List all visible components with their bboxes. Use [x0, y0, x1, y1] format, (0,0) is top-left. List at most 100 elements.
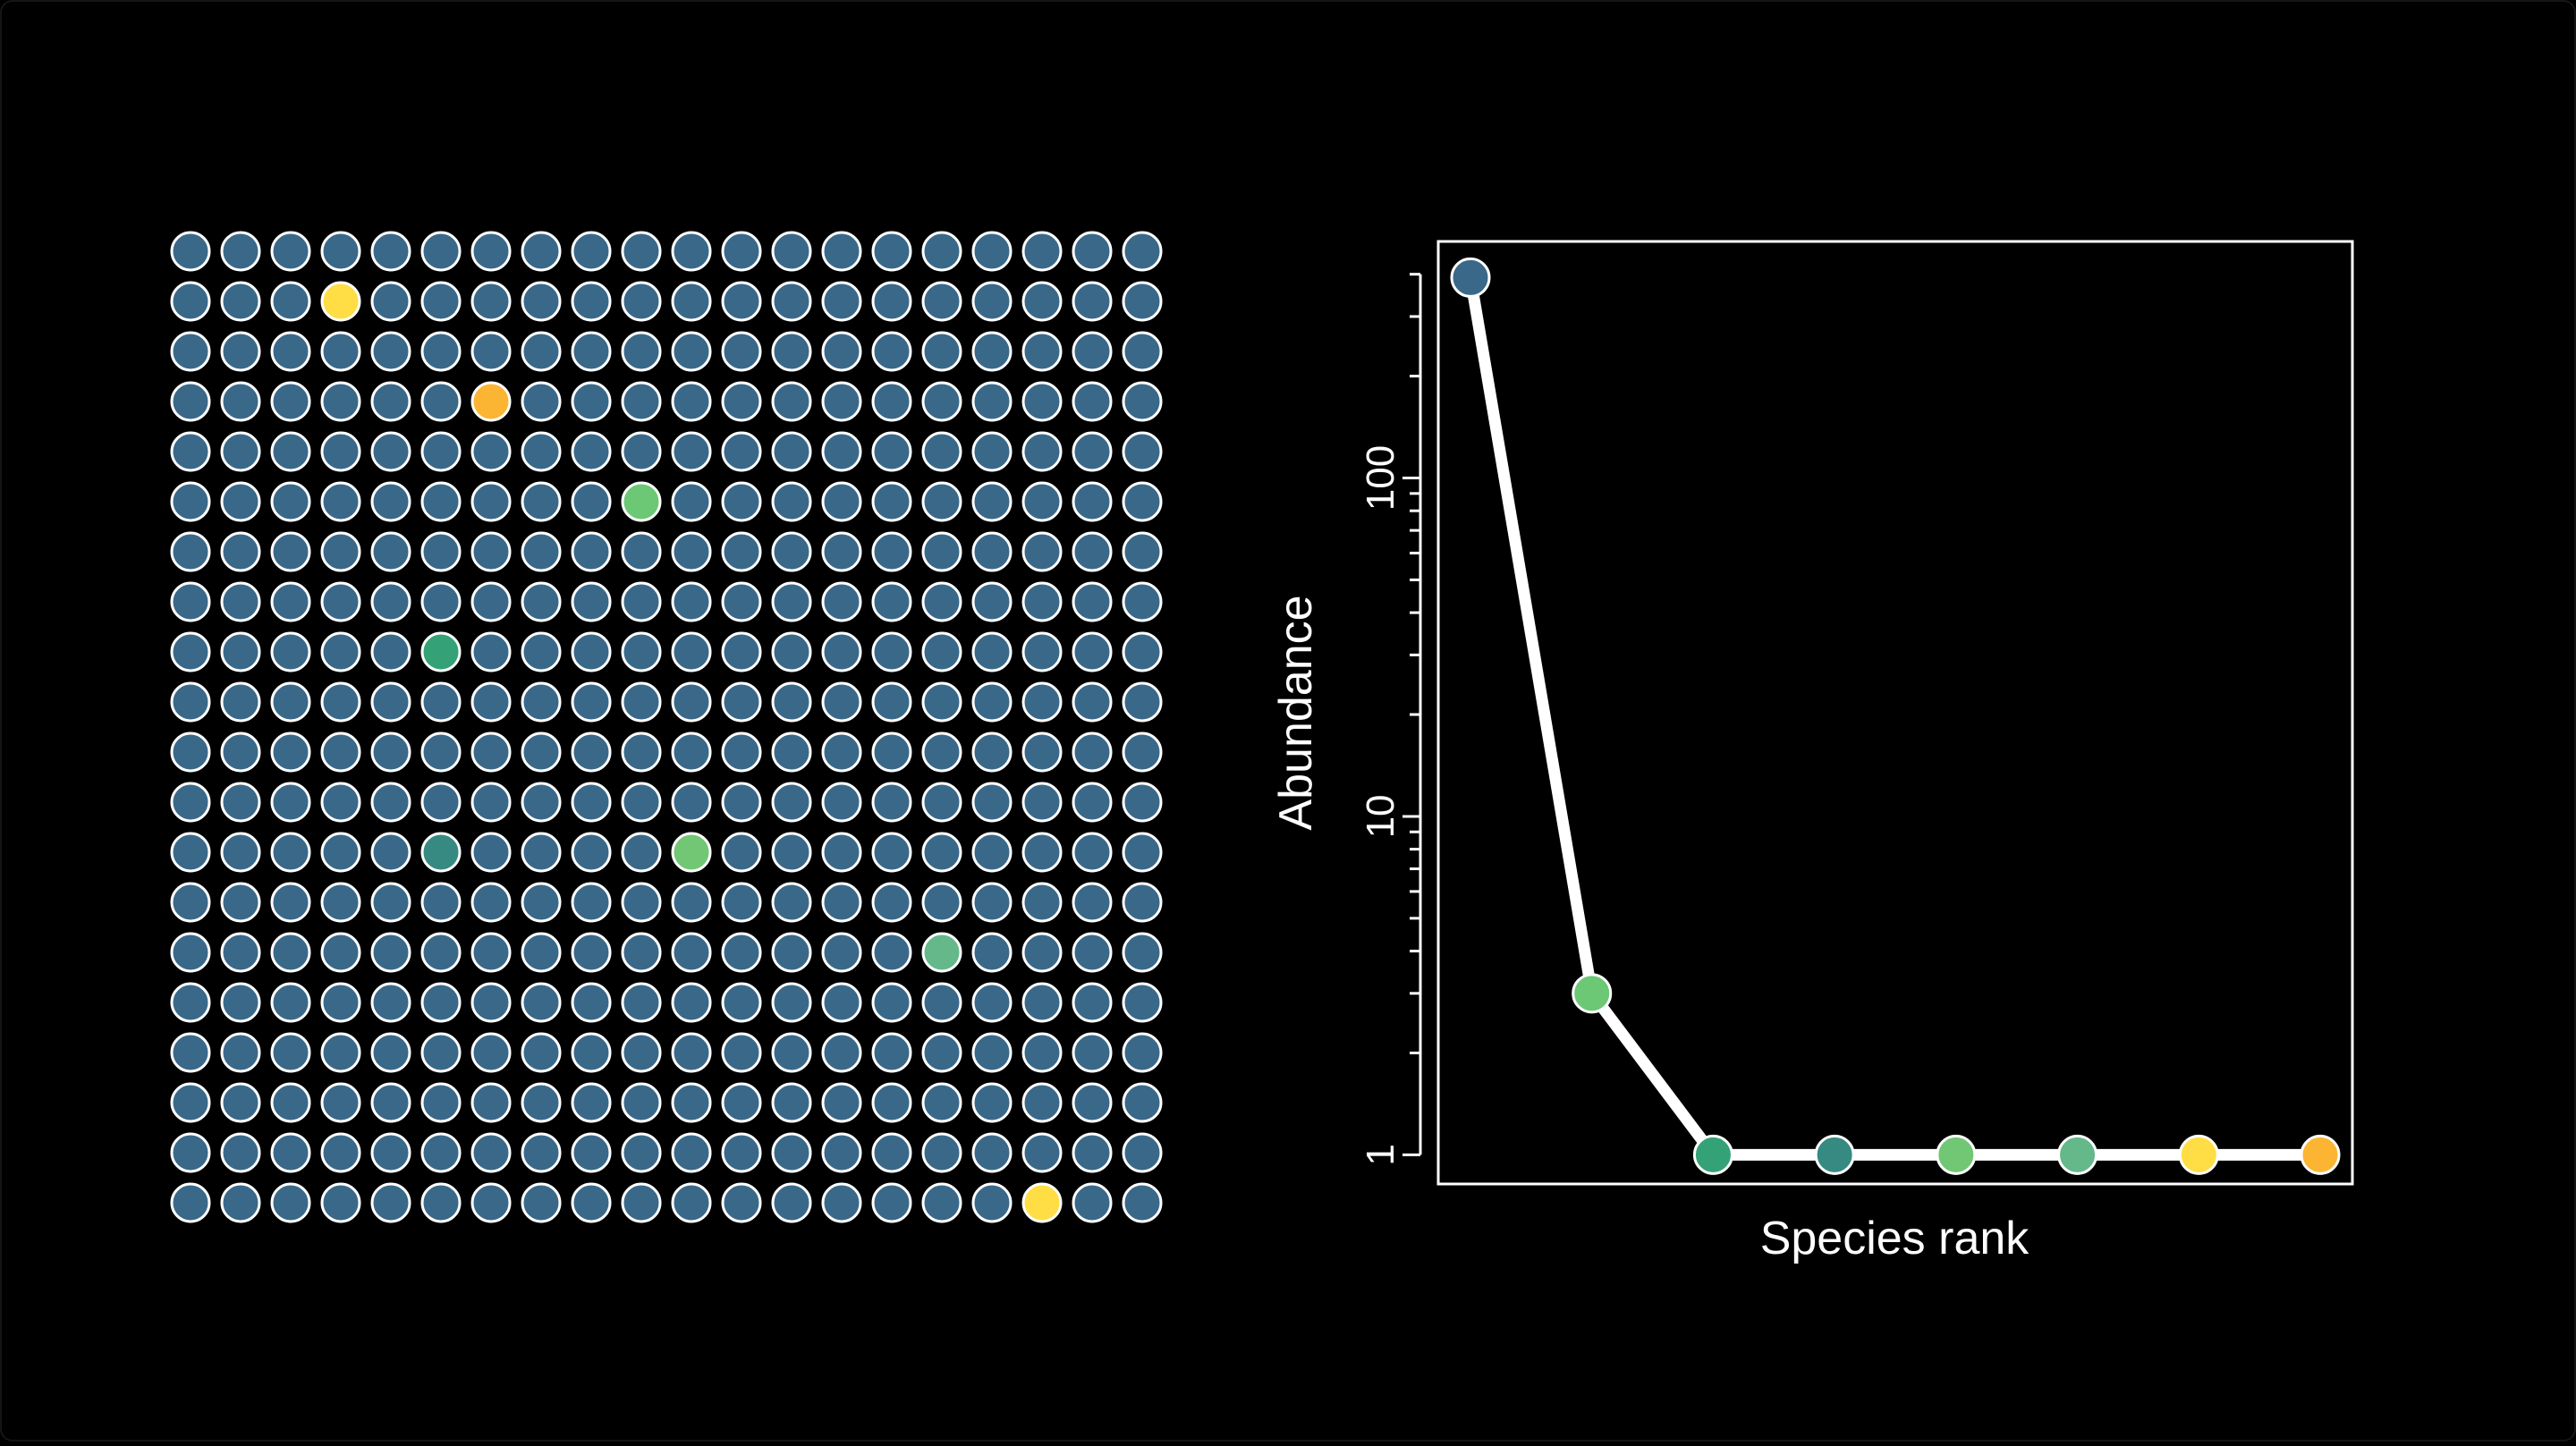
grid-individual	[1072, 281, 1113, 322]
grid-individual	[771, 982, 812, 1023]
grid-individual	[1072, 581, 1113, 622]
grid-individual	[971, 331, 1013, 372]
grid-individual	[821, 1132, 862, 1173]
grid-individual	[170, 681, 211, 723]
grid-individual	[571, 1132, 612, 1173]
grid-individual	[320, 331, 361, 372]
grid-individual	[571, 932, 612, 973]
grid-individual	[771, 932, 812, 973]
grid-individual	[270, 281, 311, 322]
grid-individual	[521, 832, 562, 873]
grid-individual	[721, 1032, 762, 1073]
grid-individual	[821, 782, 862, 823]
grid-individual	[921, 932, 962, 973]
grid-individual	[370, 431, 411, 472]
grid-individual	[621, 1032, 662, 1073]
grid-individual	[771, 581, 812, 622]
grid-individual	[971, 1132, 1013, 1173]
grid-individual	[821, 1182, 862, 1223]
grid-individual	[571, 832, 612, 873]
grid-individual	[220, 731, 261, 773]
grid-individual	[1122, 882, 1163, 923]
grid-individual	[971, 531, 1013, 572]
grid-individual	[370, 932, 411, 973]
grid-individual	[571, 331, 612, 372]
abundance-points	[1450, 257, 2341, 1175]
grid-individual	[821, 531, 862, 572]
grid-individual	[771, 782, 812, 823]
abundance-point	[2178, 1134, 2219, 1175]
grid-individual	[821, 231, 862, 272]
grid-individual	[170, 581, 211, 622]
grid-individual	[521, 231, 562, 272]
grid-individual	[370, 1182, 411, 1223]
grid-individual	[721, 782, 762, 823]
grid-individual	[971, 631, 1013, 672]
grid-individual	[671, 1182, 712, 1223]
grid-individual	[671, 631, 712, 672]
grid-individual	[270, 1182, 311, 1223]
grid-individual	[420, 932, 462, 973]
grid-individual	[671, 1082, 712, 1123]
grid-individual	[871, 832, 912, 873]
grid-individual	[521, 631, 562, 672]
grid-individual	[470, 581, 512, 622]
grid-individual	[721, 481, 762, 522]
grid-individual	[571, 731, 612, 773]
grid-individual	[921, 231, 962, 272]
grid-individual	[470, 481, 512, 522]
grid-individual	[521, 481, 562, 522]
grid-individual	[521, 782, 562, 823]
grid-individual	[320, 1132, 361, 1173]
grid-individual	[621, 381, 662, 422]
grid-individual	[771, 431, 812, 472]
grid-individual	[921, 731, 962, 773]
grid-individual	[320, 531, 361, 572]
grid-individual	[420, 1132, 462, 1173]
grid-individual	[871, 531, 912, 572]
grid-individual	[821, 731, 862, 773]
grid-individual	[470, 932, 512, 973]
grid-individual	[1122, 481, 1163, 522]
grid-individual	[621, 932, 662, 973]
grid-individual	[320, 381, 361, 422]
grid-individual	[320, 782, 361, 823]
grid-individual	[470, 431, 512, 472]
grid-individual	[571, 982, 612, 1023]
y-axis-label: Abundance	[1270, 595, 1322, 830]
grid-individual	[370, 982, 411, 1023]
grid-individual	[821, 381, 862, 422]
grid-individual	[821, 431, 862, 472]
grid-individual	[470, 331, 512, 372]
grid-individual	[170, 481, 211, 522]
abundance-point	[1692, 1134, 1733, 1175]
grid-individual	[971, 782, 1013, 823]
grid-individual	[671, 782, 712, 823]
grid-individual	[220, 481, 261, 522]
grid-individual	[1122, 1032, 1163, 1073]
grid-individual	[771, 281, 812, 322]
grid-individual	[420, 681, 462, 723]
grid-individual	[320, 882, 361, 923]
grid-individual	[621, 982, 662, 1023]
grid-individual	[1021, 1082, 1063, 1123]
grid-individual	[270, 581, 311, 622]
grid-individual	[420, 581, 462, 622]
grid-individual	[921, 581, 962, 622]
grid-individual	[470, 631, 512, 672]
grid-individual	[871, 982, 912, 1023]
grid-individual	[971, 882, 1013, 923]
grid-individual	[771, 1032, 812, 1073]
grid-individual	[370, 832, 411, 873]
grid-individual	[1021, 481, 1063, 522]
grid-individual	[621, 1132, 662, 1173]
grid-individual	[170, 731, 211, 773]
grid-individual	[871, 381, 912, 422]
grid-individual	[220, 281, 261, 322]
grid-individual	[1122, 1182, 1163, 1223]
grid-individual	[571, 782, 612, 823]
grid-individual	[370, 1032, 411, 1073]
grid-individual	[420, 1032, 462, 1073]
grid-individual	[1072, 882, 1113, 923]
grid-individual	[1021, 631, 1063, 672]
